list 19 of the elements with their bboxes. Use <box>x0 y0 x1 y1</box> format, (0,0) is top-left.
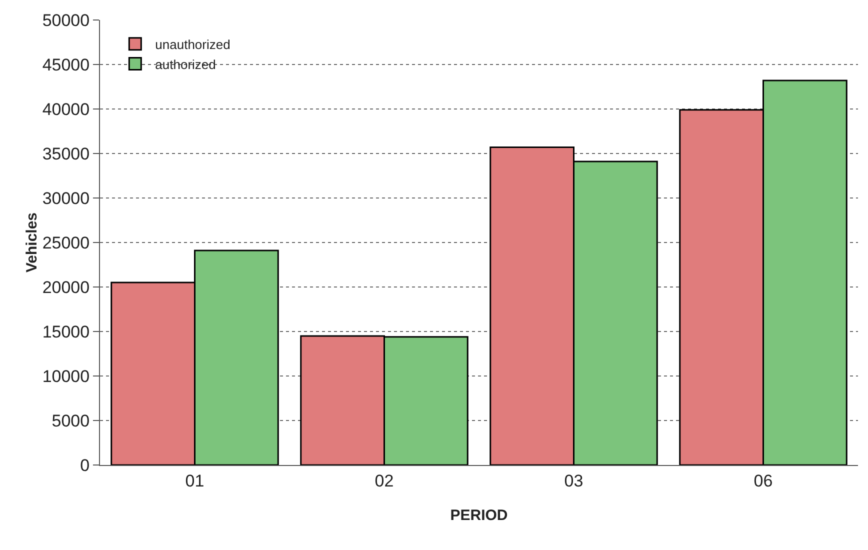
x-axis-title: PERIOD <box>450 507 508 524</box>
y-tick-label: 20000 <box>42 278 90 297</box>
y-tick-label: 0 <box>80 456 90 475</box>
legend-label: authorized <box>155 56 216 72</box>
y-tick-label: 25000 <box>42 233 90 252</box>
legend-label: unauthorized <box>155 36 230 52</box>
y-tick-label: 30000 <box>42 188 90 208</box>
x-tick-label: 01 <box>185 471 204 490</box>
y-tick-label: 5000 <box>52 411 90 430</box>
y-tick-label: 50000 <box>42 10 90 30</box>
x-tick-label: 06 <box>754 471 773 490</box>
y-axis-title: Vehicles <box>23 212 40 273</box>
x-tick-label: 03 <box>564 471 584 490</box>
y-tick-label: 35000 <box>42 144 90 164</box>
x-tick-label: 02 <box>374 471 394 490</box>
y-tick-label: 15000 <box>42 322 90 342</box>
y-tick-label: 45000 <box>42 55 90 74</box>
y-tick-label: 40000 <box>42 100 90 119</box>
y-tick-label: 10000 <box>42 366 90 386</box>
